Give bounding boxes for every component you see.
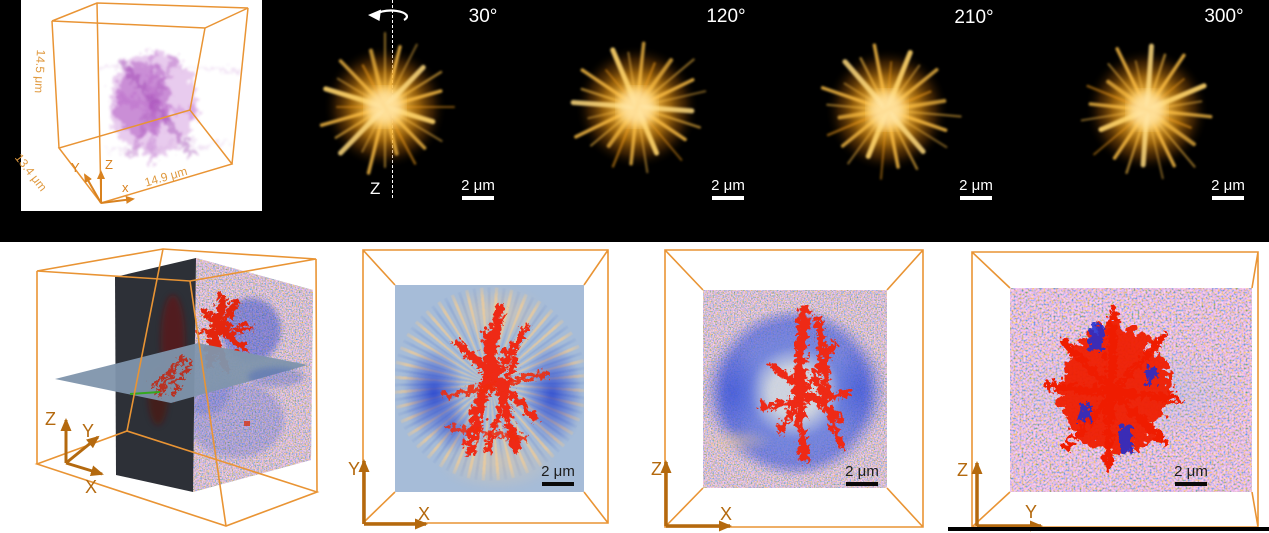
slice-frame bbox=[358, 249, 609, 530]
slice-axis-h-label: X bbox=[418, 504, 431, 524]
x-axis-arrow bbox=[100, 195, 135, 204]
rotation-view-210-image bbox=[807, 30, 967, 190]
scale-bar: 2 μm bbox=[706, 178, 750, 200]
volume-axis-x-label: x bbox=[122, 180, 129, 195]
scale-bar-label: 2 μm bbox=[711, 177, 745, 194]
rotation-arrow-icon bbox=[368, 9, 408, 21]
rotation-view-120-image bbox=[557, 27, 717, 187]
scale-bar-label: 2 μm bbox=[845, 463, 879, 480]
scale-bar-line bbox=[712, 196, 744, 200]
volume-axes bbox=[84, 170, 135, 204]
volume-axis-z-label: Z bbox=[105, 157, 113, 172]
scale-bar-line bbox=[1175, 482, 1207, 486]
rotation-angle-label: 30° bbox=[468, 6, 498, 27]
scale-bar: 2 μm bbox=[1206, 178, 1250, 200]
scale-bar-line bbox=[542, 482, 574, 486]
rotation-axis-z-label: Z bbox=[370, 179, 381, 198]
scale-bar-line bbox=[960, 196, 992, 200]
ortho-slice-3d-image bbox=[34, 248, 320, 527]
slice-image-xy: 2 μm bbox=[395, 285, 584, 492]
rotation-view-300-image bbox=[1067, 30, 1227, 190]
slice-panel-xy: 2 μm Y X bbox=[340, 245, 640, 533]
volume-axis-y-label: Y bbox=[71, 160, 80, 175]
scale-bar-label: 2 μm bbox=[461, 177, 495, 194]
rotation-angle-label: 120° bbox=[706, 6, 746, 27]
ortho-axes bbox=[60, 418, 104, 477]
red-structure bbox=[756, 304, 848, 461]
scale-bar: 2 μm bbox=[456, 178, 500, 200]
rotation-angle-label: 210° bbox=[954, 7, 994, 28]
slice-panel-xz: 2 μm Z X bbox=[650, 245, 940, 533]
slice-axis-v-label: Z bbox=[957, 460, 968, 480]
ortho-axis-x-label: X bbox=[85, 477, 98, 497]
slice-axis-h-label: X bbox=[720, 504, 733, 524]
scale-bar-line bbox=[1212, 196, 1244, 200]
rotation-view-30-image bbox=[305, 27, 465, 187]
scale-bar: 2 μm bbox=[954, 178, 998, 200]
ortho-axis-y-label: Y bbox=[82, 421, 95, 441]
red-structure bbox=[1041, 306, 1179, 468]
volume-height-label: 14.5 μm bbox=[31, 49, 48, 94]
y-axis-arrow bbox=[65, 435, 100, 465]
scale-bar-line bbox=[846, 482, 878, 486]
ortho-axis-z-label: Z bbox=[45, 409, 56, 429]
scale-bar-label: 2 μm bbox=[959, 177, 993, 194]
slice-frame bbox=[660, 249, 924, 532]
y-axis-arrow bbox=[84, 173, 102, 204]
slice-axis-h-label: Y bbox=[1025, 502, 1038, 522]
scale-bar: 2 μm bbox=[1168, 464, 1214, 486]
slice-image-yz: 2 μm bbox=[1010, 288, 1252, 492]
baseline-rule bbox=[948, 527, 1269, 531]
scale-bar-label: 2 μm bbox=[1211, 177, 1245, 194]
volume-render-panel: 14.5 μm 13.4 μm 14.9 μm Z Y x bbox=[12, 0, 262, 211]
scale-bar-label: 2 μm bbox=[1174, 463, 1208, 480]
slice-axis-v-label: Y bbox=[348, 459, 361, 479]
wireframe-box bbox=[51, 2, 249, 204]
slice-panel-yz: 2 μm Z Y bbox=[955, 245, 1269, 533]
ortho-slice-3d-panel: Z Y X bbox=[8, 245, 328, 533]
volume-render-image bbox=[51, 2, 249, 204]
slice-image-xz: 2 μm bbox=[703, 290, 887, 488]
scale-bar-label: 2 μm bbox=[541, 463, 575, 480]
rotation-angle-label: 300° bbox=[1204, 6, 1244, 27]
scale-bar: 2 μm bbox=[535, 464, 581, 486]
red-structure bbox=[440, 300, 546, 454]
top-row: 14.5 μm 13.4 μm 14.9 μm Z Y x Z 30° 2 μm bbox=[0, 0, 1269, 242]
scale-bar: 2 μm bbox=[839, 464, 885, 486]
slice-axis-v-label: Z bbox=[651, 459, 662, 479]
scale-bar-line bbox=[462, 196, 494, 200]
x-axis-arrow bbox=[65, 461, 104, 477]
